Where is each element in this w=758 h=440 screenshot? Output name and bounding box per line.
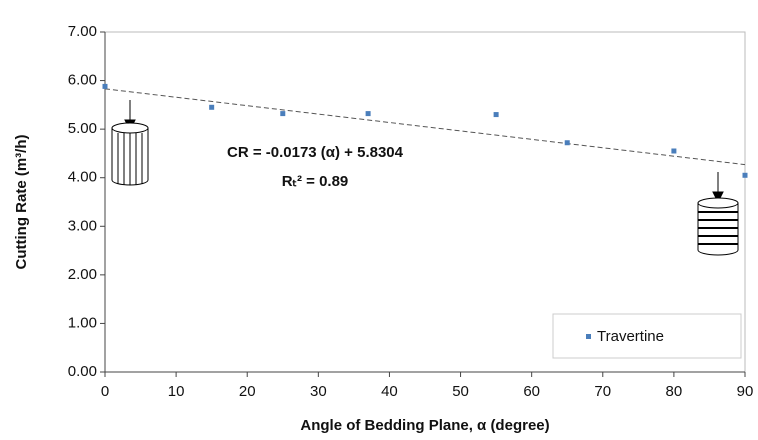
icon-vertical-cylinder bbox=[111, 100, 149, 186]
icon-horizontal-cylinder bbox=[697, 172, 739, 256]
y-tick-label: 5.00 bbox=[68, 120, 97, 137]
legend-label: Travertine bbox=[597, 328, 664, 345]
point bbox=[280, 111, 286, 117]
equation: CR = -0.0173 (α) + 5.8304 bbox=[227, 144, 404, 161]
x-tick-label: 30 bbox=[310, 383, 327, 400]
x-tick-label: 40 bbox=[381, 383, 398, 400]
x-tick-label: 10 bbox=[168, 383, 185, 400]
point bbox=[365, 111, 371, 117]
point bbox=[493, 112, 499, 118]
point bbox=[209, 104, 215, 110]
point bbox=[742, 172, 748, 178]
x-tick-label: 50 bbox=[452, 383, 469, 400]
x-tick-label: 90 bbox=[737, 383, 754, 400]
point bbox=[102, 83, 108, 89]
y-tick-label: 0.00 bbox=[68, 363, 97, 380]
point bbox=[671, 148, 677, 154]
x-axis-label: Angle of Bedding Plane, α (degree) bbox=[300, 417, 549, 434]
x-tick-label: 20 bbox=[239, 383, 256, 400]
y-tick-label: 1.00 bbox=[68, 314, 97, 331]
legend-marker bbox=[586, 334, 591, 339]
x-tick-label: 70 bbox=[594, 383, 611, 400]
y-tick-label: 6.00 bbox=[68, 72, 97, 89]
y-tick-label: 3.00 bbox=[68, 217, 97, 234]
trendline bbox=[104, 88, 746, 166]
x-tick-label: 80 bbox=[666, 383, 683, 400]
y-tick-label: 2.00 bbox=[68, 266, 97, 283]
legend bbox=[552, 313, 742, 359]
y-axis-label: Cutting Rate (m³/h) bbox=[13, 135, 30, 270]
y-tick-label: 4.00 bbox=[68, 169, 97, 186]
x-tick-label: 0 bbox=[101, 383, 109, 400]
point bbox=[564, 140, 570, 146]
y-tick-label: 7.00 bbox=[68, 23, 97, 40]
x-tick-label: 60 bbox=[523, 383, 540, 400]
r-squared: Rₜ² = 0.89 bbox=[282, 173, 349, 190]
